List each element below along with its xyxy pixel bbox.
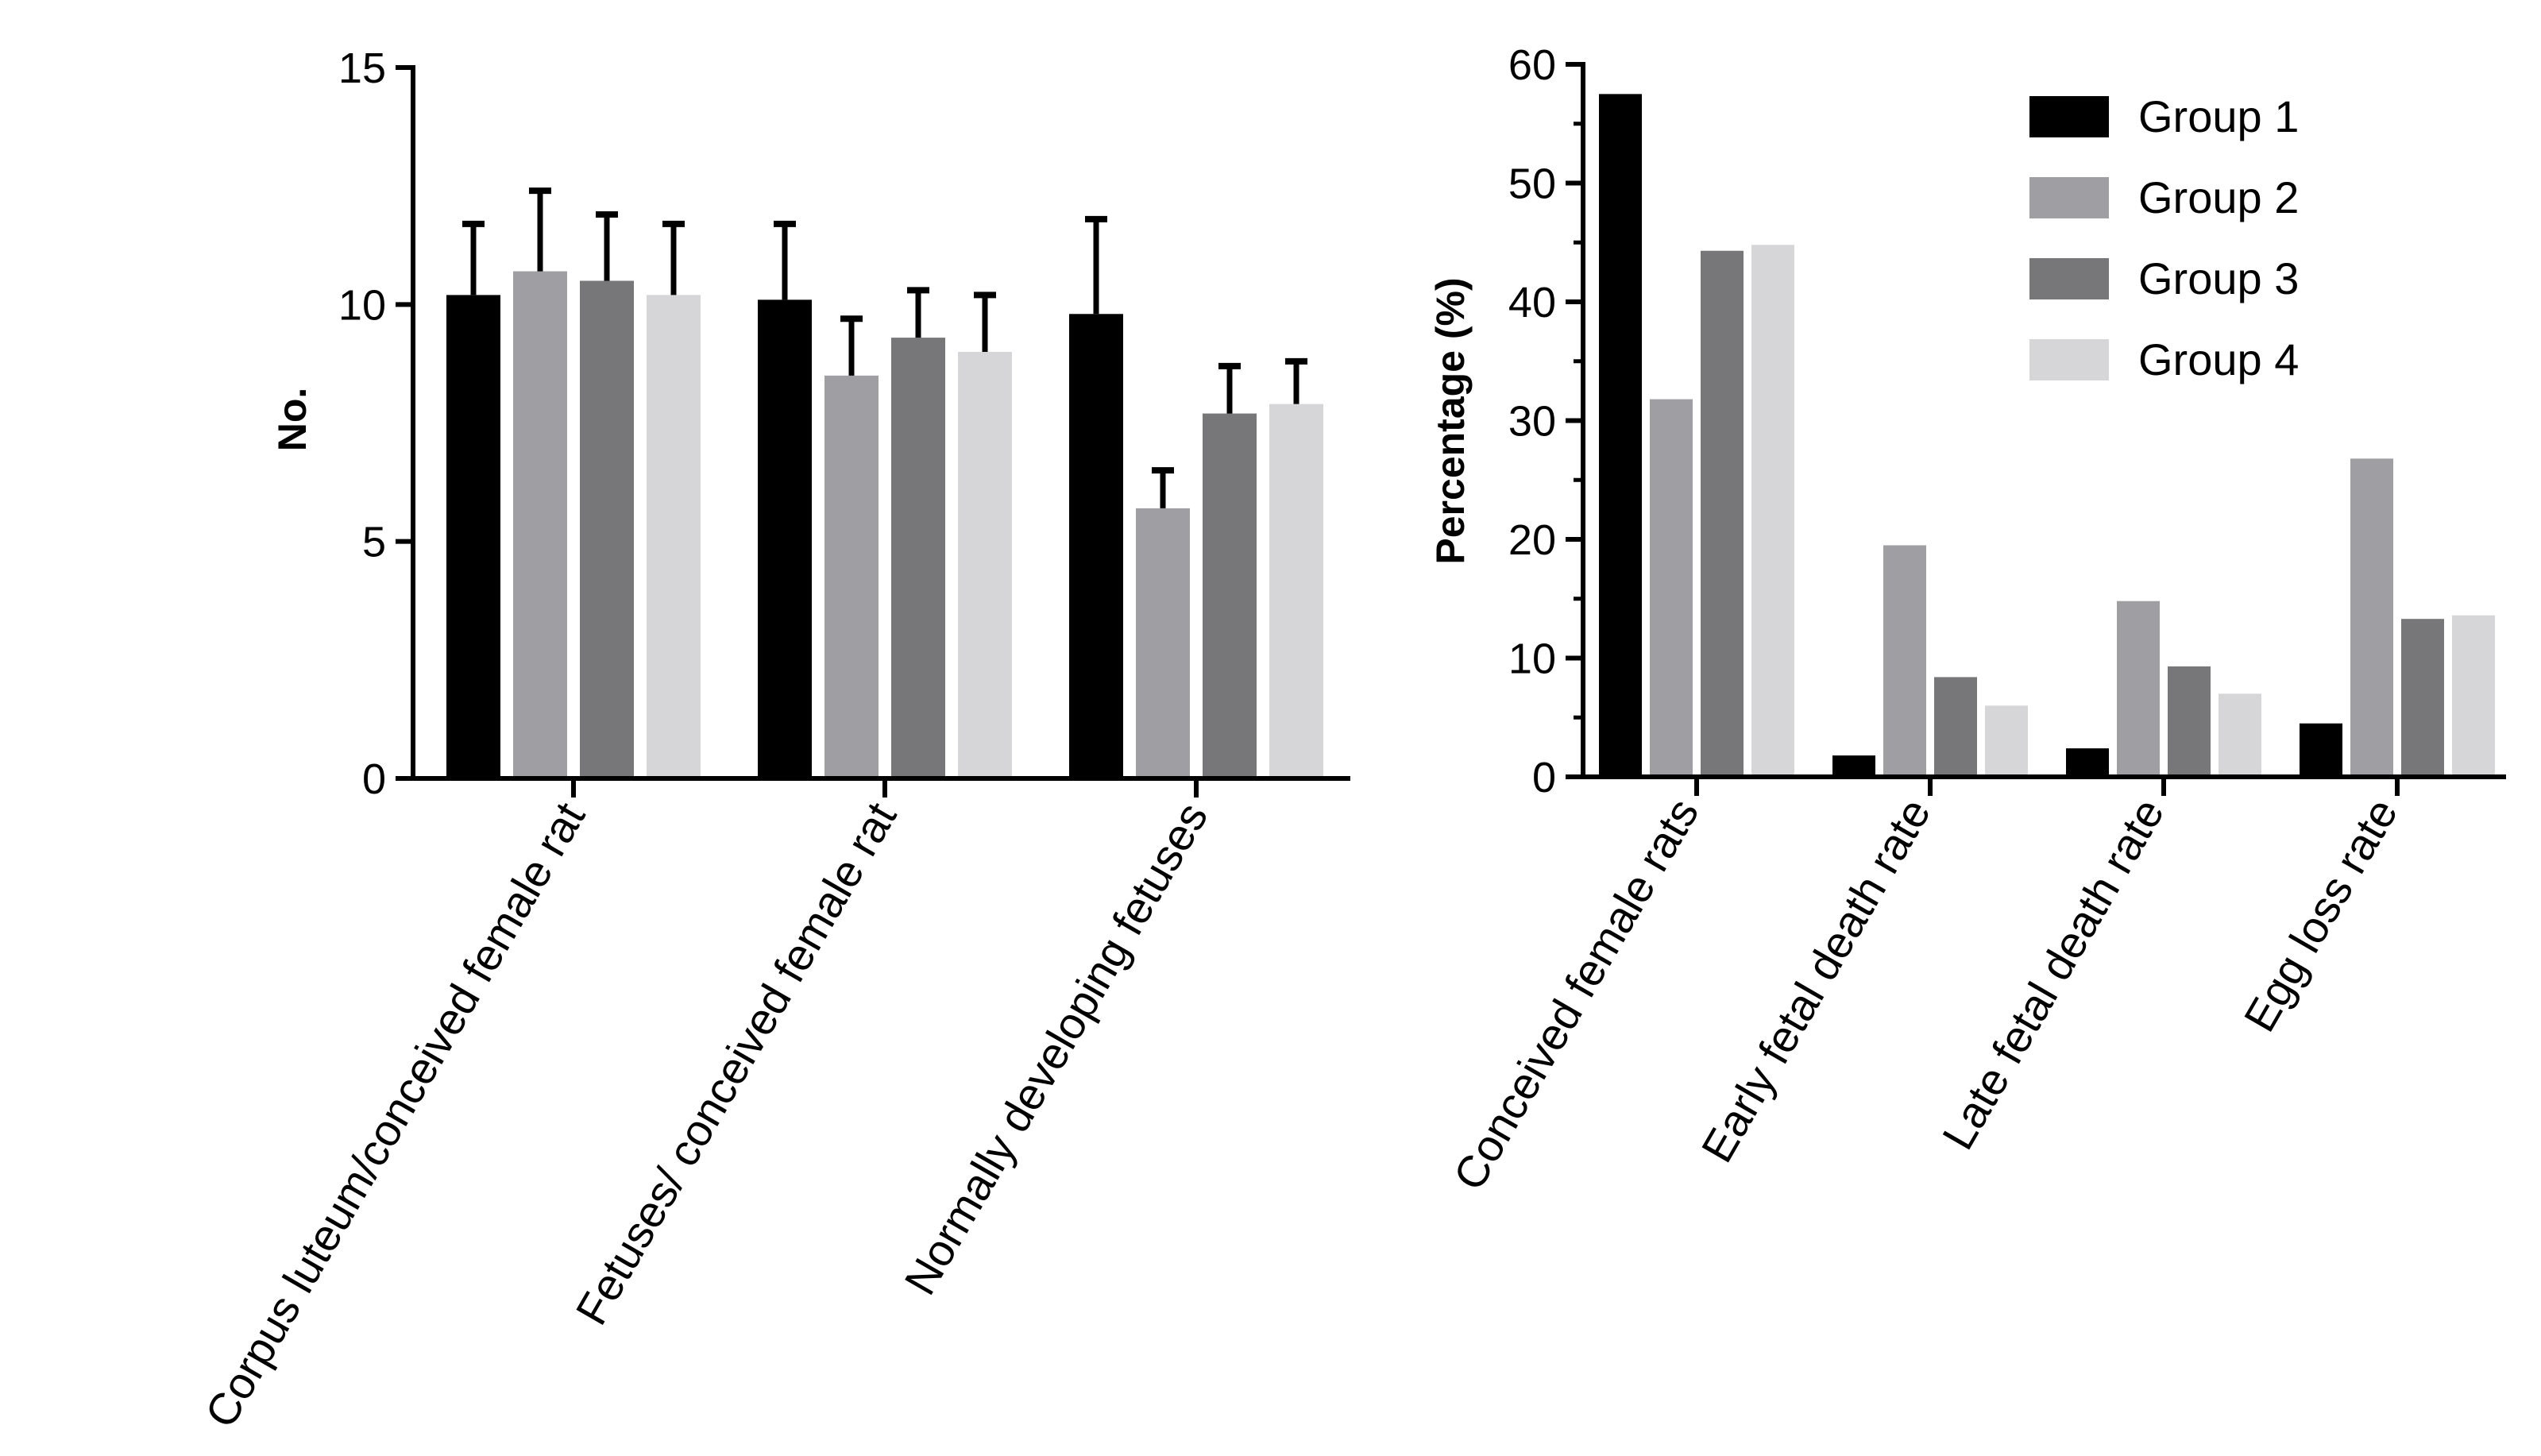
right-bar-group-3-cat-3 bbox=[2401, 619, 2444, 777]
right-bar-group-4-cat-2 bbox=[2219, 693, 2261, 777]
right-category-label-1: Early fetal death rate bbox=[1691, 790, 1940, 1171]
right-y-ticks: 0 10 20 30 40 50 60 bbox=[1508, 41, 1583, 801]
left-bar-group-2-cat-2 bbox=[1136, 508, 1190, 778]
left-bar-group-4-cat-0 bbox=[647, 295, 701, 778]
left-bar-group-1-cat-1 bbox=[758, 299, 812, 778]
left-y-ticks: 0 5 10 15 bbox=[338, 44, 413, 803]
legend: Group 1 Group 2 Group 3 Group 4 bbox=[2029, 91, 2299, 384]
legend-label-group-3: Group 3 bbox=[2138, 253, 2299, 303]
right-category-label-0: Conceived female rats bbox=[1443, 790, 1708, 1199]
left-y-tick-label: 5 bbox=[362, 519, 386, 566]
right-bar-group-3-cat-2 bbox=[2168, 666, 2211, 777]
legend-swatch-group-1 bbox=[2029, 96, 2109, 137]
right-y-tick-label: 0 bbox=[1532, 754, 1556, 801]
left-bar-group-3-cat-1 bbox=[891, 338, 945, 779]
left-y-tick-label: 15 bbox=[338, 44, 386, 92]
legend-label-group-2: Group 2 bbox=[2138, 172, 2299, 222]
left-bar-group-3-cat-2 bbox=[1203, 413, 1257, 778]
legend-label-group-1: Group 1 bbox=[2138, 91, 2299, 141]
right-bars bbox=[1599, 94, 2495, 778]
right-category-label-2: Late fetal death rate bbox=[1933, 790, 2174, 1158]
left-category-label-2: Normally developing fetuses bbox=[894, 794, 1217, 1303]
right-x-ticks bbox=[1694, 777, 2400, 796]
left-bar-group-1-cat-0 bbox=[446, 295, 500, 778]
legend-label-group-4: Group 4 bbox=[2138, 334, 2299, 384]
right-y-tick-label: 60 bbox=[1508, 41, 1556, 89]
right-y-tick-label: 30 bbox=[1508, 398, 1556, 446]
right-y-tick-label: 20 bbox=[1508, 516, 1556, 564]
left-bar-group-2-cat-0 bbox=[513, 271, 567, 779]
right-bar-group-2-cat-3 bbox=[2350, 458, 2393, 777]
legend-swatch-group-2 bbox=[2029, 177, 2109, 218]
right-bar-group-1-cat-1 bbox=[1832, 755, 1875, 777]
legend-swatch-group-4 bbox=[2029, 339, 2109, 380]
chart-left: No. 0 5 10 15 Corpus luteum/conceived femal… bbox=[195, 44, 1350, 1435]
left-y-tick-label: 10 bbox=[338, 281, 386, 329]
left-bar-group-3-cat-0 bbox=[580, 280, 634, 778]
right-bar-group-2-cat-1 bbox=[1883, 545, 1926, 777]
left-bar-group-1-cat-2 bbox=[1069, 314, 1123, 778]
left-y-axis-label: No. bbox=[270, 388, 315, 452]
left-y-tick-label: 0 bbox=[362, 755, 386, 803]
chart-right: Percentage (%) 0 10 20 30 40 50 60 Conceived f… bbox=[1428, 41, 2506, 1199]
left-bar-group-2-cat-1 bbox=[824, 375, 879, 778]
right-y-tick-label: 40 bbox=[1508, 279, 1556, 326]
left-bar-group-4-cat-2 bbox=[1269, 404, 1323, 778]
left-category-label-0: Corpus luteum/conceived female rat bbox=[195, 794, 595, 1435]
right-y-tick-label: 10 bbox=[1508, 635, 1556, 683]
right-bar-group-3-cat-1 bbox=[1934, 677, 1977, 777]
right-bar-group-2-cat-0 bbox=[1650, 399, 1693, 777]
right-bar-group-1-cat-2 bbox=[2066, 748, 2109, 777]
left-category-label-1: Fetuses/ conceived female rat bbox=[566, 794, 906, 1333]
right-bar-group-4-cat-3 bbox=[2452, 615, 2495, 777]
right-bar-group-4-cat-1 bbox=[1985, 705, 2028, 777]
right-bar-group-1-cat-0 bbox=[1599, 94, 1642, 777]
left-bars bbox=[446, 187, 1323, 779]
left-x-ticks bbox=[571, 778, 1199, 798]
left-bar-group-4-cat-1 bbox=[958, 352, 1012, 778]
right-bar-group-2-cat-2 bbox=[2117, 601, 2160, 777]
legend-swatch-group-3 bbox=[2029, 258, 2109, 299]
right-bar-group-4-cat-0 bbox=[1751, 245, 1794, 777]
right-category-label-3: Egg loss rate bbox=[2234, 790, 2407, 1041]
right-bar-group-3-cat-0 bbox=[1701, 250, 1744, 778]
right-y-axis-label: Percentage (%) bbox=[1428, 277, 1473, 564]
right-y-tick-label: 50 bbox=[1508, 160, 1556, 208]
right-bar-group-1-cat-3 bbox=[2300, 723, 2342, 777]
